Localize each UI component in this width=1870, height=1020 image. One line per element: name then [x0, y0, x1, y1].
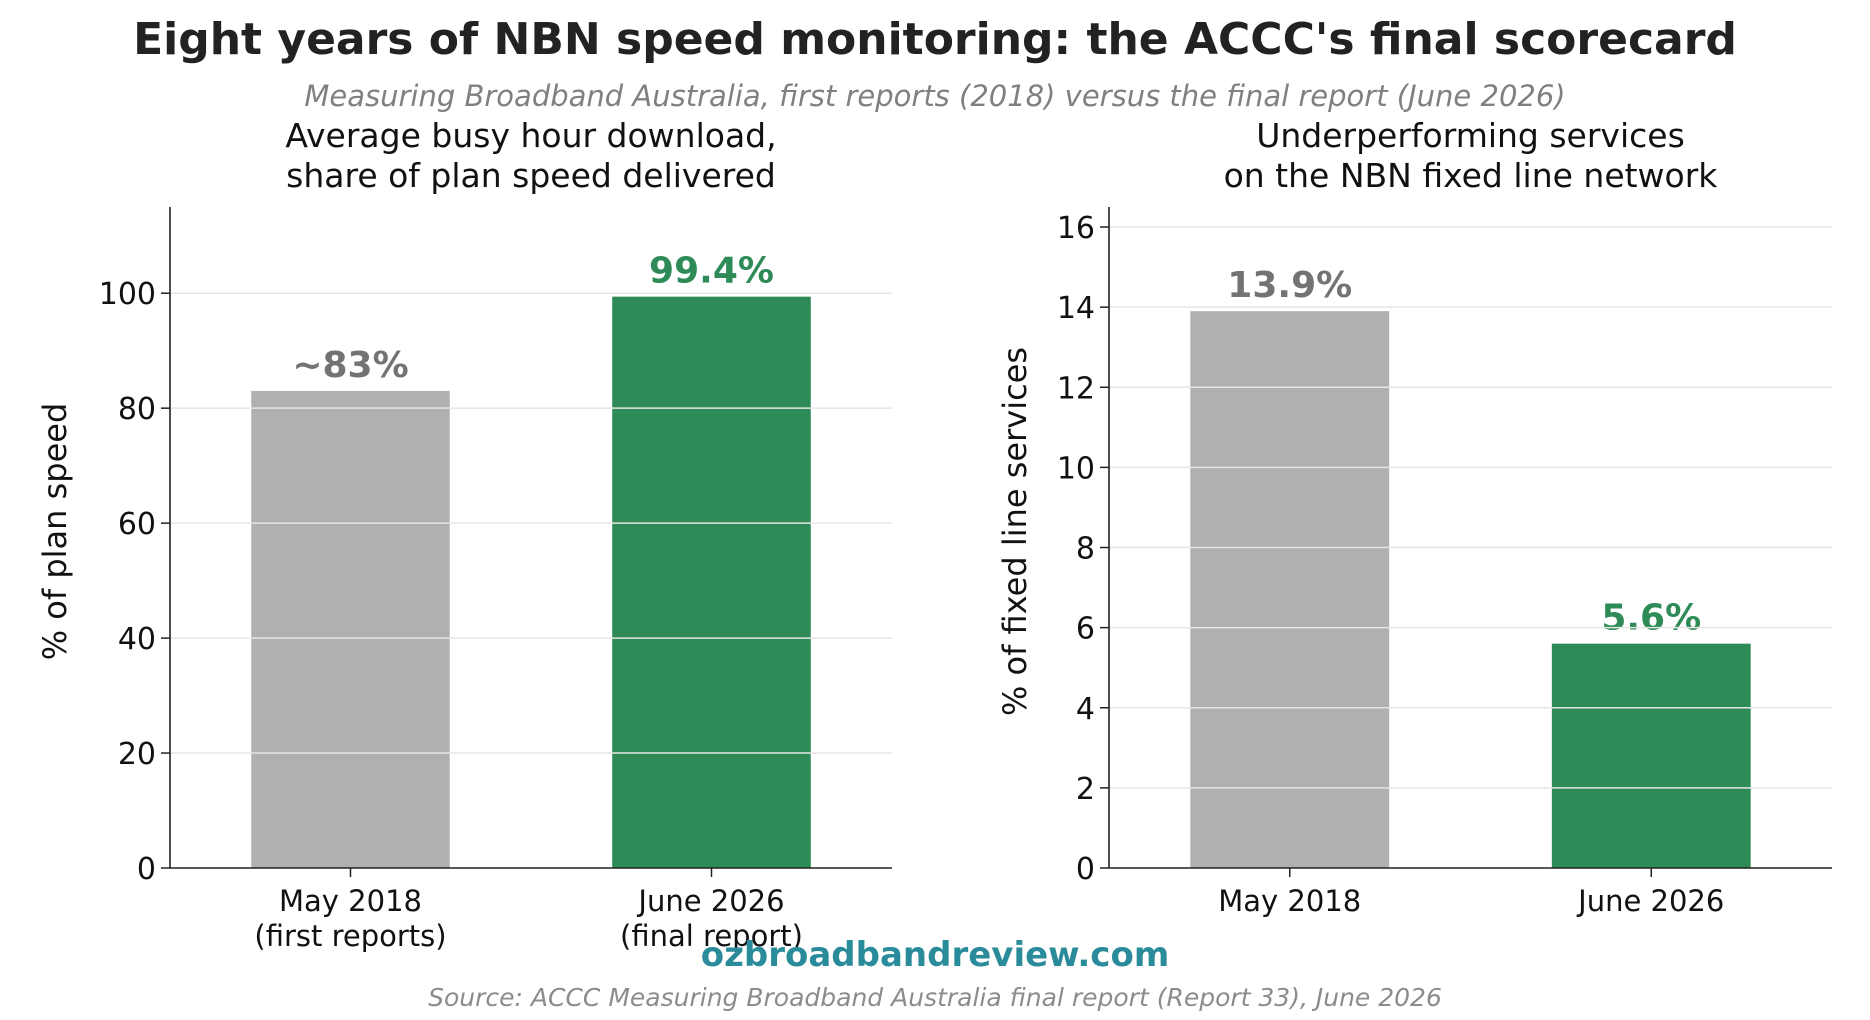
- bar-1: [1551, 643, 1751, 868]
- bar-value-label: 5.6%: [1601, 598, 1701, 639]
- figure-title: Eight years of NBN speed monitoring: the…: [133, 14, 1737, 65]
- speed-chart: Average busy hour download,share of plan…: [36, 116, 892, 953]
- y-tick-label: 40: [118, 622, 156, 657]
- source-note: Source: ACCC Measuring Broadband Austral…: [428, 983, 1442, 1012]
- x-tick-label: May 2018: [279, 884, 422, 918]
- bar-value-label: 99.4%: [649, 251, 774, 292]
- chart-title-line: on the NBN fixed line network: [1224, 156, 1719, 195]
- x-tick-label: June 2026: [636, 884, 784, 918]
- bar-0: [251, 390, 450, 868]
- y-tick-label: 0: [137, 852, 156, 887]
- bar-0: [1190, 311, 1390, 868]
- x-tick-label: (final report): [620, 919, 803, 953]
- y-tick-label: 10: [1057, 451, 1095, 486]
- y-tick-label: 100: [99, 277, 156, 312]
- watermark: ozbroadbandreview.com: [701, 935, 1170, 975]
- y-tick-label: 8: [1076, 532, 1095, 567]
- y-tick-label: 80: [118, 392, 156, 427]
- y-tick-label: 0: [1076, 852, 1095, 887]
- y-tick-label: 20: [118, 737, 156, 772]
- y-tick-label: 14: [1057, 291, 1095, 326]
- chart-title-line: Underperforming services: [1256, 116, 1685, 155]
- x-tick-label: (first reports): [254, 919, 446, 953]
- figure-subtitle: Measuring Broadband Australia, first rep…: [304, 79, 1565, 113]
- x-tick-label: May 2018: [1218, 884, 1361, 918]
- x-tick-label: June 2026: [1576, 884, 1724, 918]
- y-tick-label: 6: [1076, 612, 1095, 647]
- y-tick-label: 2: [1076, 772, 1095, 807]
- y-tick-label: 12: [1057, 371, 1095, 406]
- bar-1: [612, 296, 811, 868]
- chart-title-line: Average busy hour download,: [285, 116, 776, 155]
- y-tick-label: 4: [1076, 692, 1095, 727]
- y-tick-label: 60: [118, 507, 156, 542]
- bar-value-label: ~83%: [292, 345, 408, 386]
- chart-title-line: share of plan speed delivered: [286, 156, 776, 195]
- y-axis-label: % of fixed line services: [996, 347, 1034, 716]
- y-tick-label: 16: [1057, 211, 1095, 246]
- bar-value-label: 13.9%: [1227, 265, 1352, 306]
- y-axis-label: % of plan speed: [36, 403, 74, 661]
